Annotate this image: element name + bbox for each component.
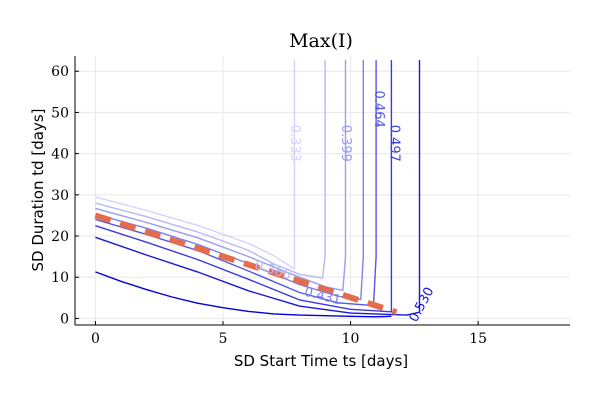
contour-line [95,60,296,270]
x-tick-label: 5 [219,331,228,347]
x-tick-label: 10 [342,331,360,347]
y-tick-labels: 0 10 20 30 40 50 60 [51,64,79,327]
contour-line [95,60,326,279]
y-tick-label: 0 [60,311,69,327]
x-tick-labels: 0 5 10 15 [91,321,487,347]
contour-label: 0.497 [386,125,401,162]
chart-title: Max(I) [289,30,353,52]
contour-line [95,60,377,307]
contour-line [95,271,392,318]
y-tick-label: 50 [51,105,69,121]
x-tick-label: 15 [469,331,487,347]
contour-label: 0.399 [338,125,353,162]
contour-line [95,60,421,316]
y-tick-label: 40 [51,147,69,163]
dashed-boundary-line-path [94,212,398,316]
dashed-boundary-line [94,212,398,316]
y-tick-label: 30 [51,188,69,204]
y-axis-label: SD Duration td [days] [29,108,47,271]
axes-frame [74,56,570,326]
y-tick-label: 20 [51,229,69,245]
contour-line [95,60,347,292]
x-tick-label: 0 [91,331,100,347]
contour-label: 0.333 [287,125,302,162]
grid-lines [75,56,570,325]
y-tick-label: 60 [51,64,69,80]
contour-label: 0.464 [371,91,386,128]
contour-label: 0.366 [253,258,293,283]
contour-line [95,60,364,301]
x-axis-label: SD Start Time ts [days] [234,352,408,370]
y-tick-label: 10 [51,270,69,286]
contour-lines [95,60,421,318]
contour-line [95,60,393,313]
